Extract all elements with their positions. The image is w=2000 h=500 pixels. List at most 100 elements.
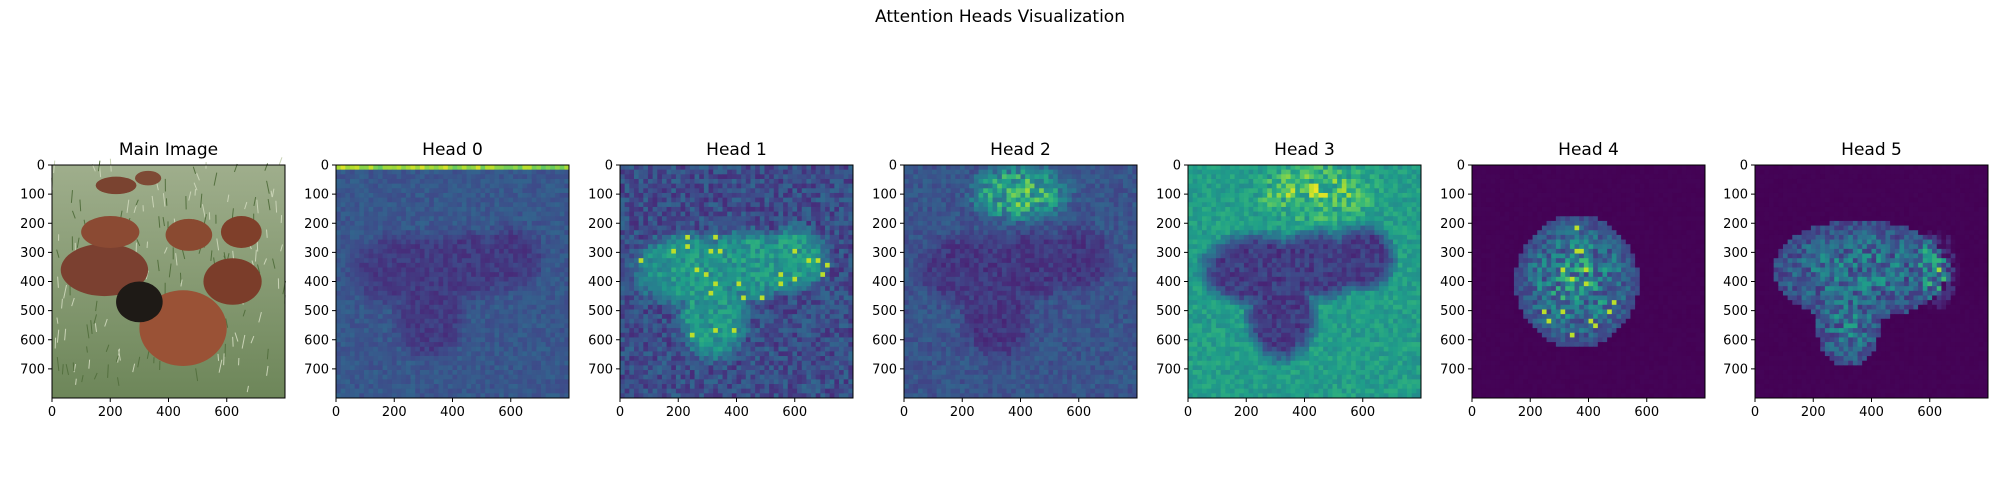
panel-title: Head 3 <box>1274 140 1335 160</box>
y-tick-label: 700 <box>1723 362 1748 377</box>
y-tick-label: 300 <box>1440 246 1465 261</box>
y-tick-label: 400 <box>1723 275 1748 290</box>
y-tick-label: 500 <box>872 304 897 319</box>
x-tick-label: 0 <box>1468 405 1476 420</box>
figure-title: Attention Heads Visualization <box>875 7 1125 27</box>
y-tick-label: 200 <box>1156 217 1181 232</box>
heatmap-image <box>336 165 570 399</box>
x-tick-label: 400 <box>440 405 465 420</box>
y-tick-label: 600 <box>20 333 45 348</box>
y-tick-label: 500 <box>20 304 45 319</box>
panel-title: Head 1 <box>706 140 767 160</box>
x-tick-label: 600 <box>1917 405 1942 420</box>
x-tick-label: 0 <box>332 405 340 420</box>
x-tick-label: 200 <box>1518 405 1543 420</box>
y-tick-label: 600 <box>1156 333 1181 348</box>
y-tick-label: 0 <box>37 159 45 174</box>
panel-title: Head 4 <box>1558 140 1619 160</box>
y-tick-label: 100 <box>1723 188 1748 203</box>
x-tick-label: 400 <box>1008 405 1033 420</box>
x-tick-label: 400 <box>1859 405 1884 420</box>
y-tick-label: 700 <box>1156 362 1181 377</box>
y-tick-label: 400 <box>872 275 897 290</box>
y-tick-label: 500 <box>304 304 329 319</box>
x-tick-label: 600 <box>1634 405 1659 420</box>
head-2-panel: 0 200 400 600 0 100 200 300 400 500 600 700 Head 2 <box>872 140 1138 420</box>
y-tick-label: 100 <box>1156 188 1181 203</box>
y-tick-label: 400 <box>588 275 613 290</box>
head-3-panel: 0 200 400 600 0 100 200 300 400 500 600 700 Head 3 <box>1156 140 1422 420</box>
x-tick-label: 0 <box>48 405 56 420</box>
y-tick-label: 0 <box>889 159 897 174</box>
y-tick-label: 600 <box>304 333 329 348</box>
x-tick-label: 400 <box>724 405 749 420</box>
y-tick-label: 700 <box>304 362 329 377</box>
y-tick-label: 0 <box>321 159 329 174</box>
y-tick-label: 600 <box>588 333 613 348</box>
x-tick-label: 600 <box>214 405 239 420</box>
y-tick-label: 100 <box>1440 188 1465 203</box>
y-tick-label: 200 <box>588 217 613 232</box>
panel-title: Head 2 <box>990 140 1051 160</box>
y-tick-label: 700 <box>1440 362 1465 377</box>
heatmap-image <box>1755 165 1989 399</box>
x-tick-label: 200 <box>666 405 691 420</box>
x-tick-label: 600 <box>498 405 523 420</box>
y-tick-label: 300 <box>304 246 329 261</box>
main-image <box>51 157 286 398</box>
y-tick-label: 600 <box>872 333 897 348</box>
y-tick-label: 700 <box>588 362 613 377</box>
heatmap-image <box>904 165 1138 399</box>
y-tick-label: 200 <box>1723 217 1748 232</box>
heatmap-image <box>1188 165 1422 399</box>
y-tick-label: 600 <box>1440 333 1465 348</box>
x-tick-label: 200 <box>98 405 123 420</box>
y-tick-label: 400 <box>304 275 329 290</box>
head-5-panel: 0 200 400 600 0 100 200 300 400 500 600 700 Head 5 <box>1723 140 1989 420</box>
y-tick-label: 200 <box>304 217 329 232</box>
y-tick-label: 300 <box>1723 246 1748 261</box>
y-tick-label: 200 <box>20 217 45 232</box>
x-tick-label: 600 <box>782 405 807 420</box>
y-tick-label: 600 <box>1723 333 1748 348</box>
x-tick-label: 0 <box>1184 405 1192 420</box>
x-tick-label: 400 <box>156 405 181 420</box>
heatmap-image <box>620 165 854 399</box>
y-tick-label: 300 <box>20 246 45 261</box>
main-image-panel: 0 200 400 600 0 100 200 300 400 500 600 700 Main Ima… <box>20 140 286 420</box>
panel-title: Main Image <box>119 140 218 160</box>
y-tick-label: 400 <box>1156 275 1181 290</box>
y-tick-label: 0 <box>605 159 613 174</box>
heatmap-image <box>1472 165 1706 399</box>
y-tick-label: 700 <box>872 362 897 377</box>
x-tick-label: 0 <box>900 405 908 420</box>
y-tick-label: 300 <box>1156 246 1181 261</box>
x-tick-label: 200 <box>382 405 407 420</box>
y-tick-label: 400 <box>1440 275 1465 290</box>
y-tick-label: 500 <box>1723 304 1748 319</box>
x-tick-label: 400 <box>1576 405 1601 420</box>
head-1-panel: 0 200 400 600 0 100 200 300 400 500 600 700 Head 1 <box>588 140 854 420</box>
x-tick-label: 600 <box>1350 405 1375 420</box>
y-tick-label: 500 <box>588 304 613 319</box>
y-tick-label: 500 <box>1156 304 1181 319</box>
y-tick-label: 200 <box>872 217 897 232</box>
y-tick-label: 0 <box>1173 159 1181 174</box>
y-tick-label: 300 <box>588 246 613 261</box>
y-tick-label: 0 <box>1457 159 1465 174</box>
y-tick-label: 400 <box>20 275 45 290</box>
y-tick-label: 100 <box>20 188 45 203</box>
y-tick-label: 100 <box>304 188 329 203</box>
y-tick-label: 0 <box>1740 159 1748 174</box>
panel-title: Head 5 <box>1841 140 1902 160</box>
x-tick-label: 400 <box>1292 405 1317 420</box>
y-tick-label: 500 <box>1440 304 1465 319</box>
y-tick-label: 100 <box>588 188 613 203</box>
x-tick-label: 0 <box>616 405 624 420</box>
head-4-panel: 0 200 400 600 0 100 200 300 400 500 600 700 Head 4 <box>1440 140 1706 420</box>
x-tick-label: 200 <box>950 405 975 420</box>
y-tick-label: 300 <box>872 246 897 261</box>
x-tick-label: 200 <box>1234 405 1259 420</box>
head-0-panel: 0 200 400 600 0 100 200 300 400 500 600 700 Head 0 <box>304 140 570 420</box>
x-tick-label: 600 <box>1066 405 1091 420</box>
